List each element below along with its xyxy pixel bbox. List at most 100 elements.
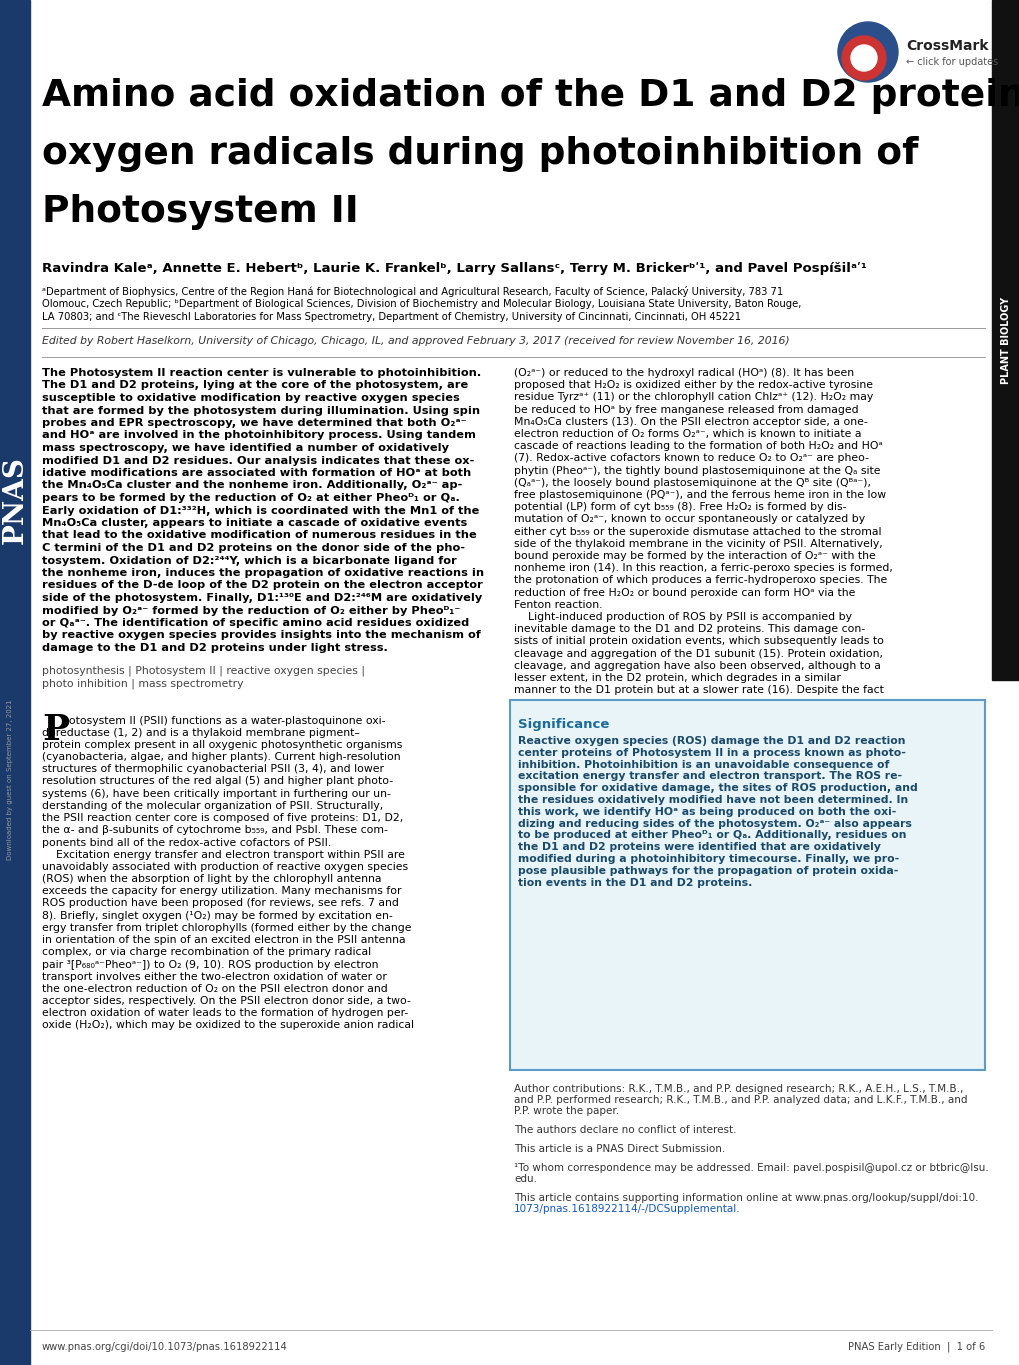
Text: potential (LP) form of cyt b₅₅₉ (8). Free H₂O₂ is formed by dis-: potential (LP) form of cyt b₅₅₉ (8). Fre… [514,502,846,512]
Text: cleavage, and aggregation have also been observed, although to a: cleavage, and aggregation have also been… [514,661,880,670]
Text: complex, or via charge recombination of the primary radical: complex, or via charge recombination of … [42,947,371,957]
Text: reduction of free H₂O₂ or bound peroxide can form HOᵃ via the: reduction of free H₂O₂ or bound peroxide… [514,587,855,598]
Text: Mn₄O₅Ca clusters (13). On the PSII electron acceptor side, a one-: Mn₄O₅Ca clusters (13). On the PSII elect… [514,416,867,427]
Text: Ravindra Kaleᵃ, Annette E. Hebertᵇ, Laurie K. Frankelᵇ, Larry Sallansᶜ, Terry M.: Ravindra Kaleᵃ, Annette E. Hebertᵇ, Laur… [42,262,866,274]
Text: resolution structures of the red algal (5) and higher plant photo-: resolution structures of the red algal (… [42,777,392,786]
Text: pose plausible pathways for the propagation of protein oxida-: pose plausible pathways for the propagat… [518,865,898,876]
Text: doreductase (1, 2) and is a thylakoid membrane pigment–: doreductase (1, 2) and is a thylakoid me… [42,728,360,737]
Text: ergy transfer from triplet chlorophylls (formed either by the change: ergy transfer from triplet chlorophylls … [42,923,411,932]
Text: electron reduction of O₂ forms O₂ᵃ⁻, which is known to initiate a: electron reduction of O₂ forms O₂ᵃ⁻, whi… [514,429,861,440]
Text: ¹To whom correspondence may be addressed. Email: pavel.pospisil@upol.cz or btbri: ¹To whom correspondence may be addressed… [514,1163,987,1173]
Text: and HOᵃ are involved in the photoinhibitory process. Using tandem: and HOᵃ are involved in the photoinhibit… [42,430,476,441]
Text: derstanding of the molecular organization of PSII. Structurally,: derstanding of the molecular organizatio… [42,801,383,811]
Text: lesser extent, in the D2 protein, which degrades in a similar: lesser extent, in the D2 protein, which … [514,673,840,682]
Text: (O₂ᵃ⁻) or reduced to the hydroxyl radical (HOᵃ) (8). It has been: (O₂ᵃ⁻) or reduced to the hydroxyl radica… [514,369,853,378]
Circle shape [838,22,897,82]
Text: Olomouc, Czech Republic; ᵇDepartment of Biological Sciences, Division of Biochem: Olomouc, Czech Republic; ᵇDepartment of … [42,299,801,308]
Bar [510,700,984,1070]
Text: this work, we identify HOᵃ as being produced on both the oxi-: this work, we identify HOᵃ as being prod… [518,807,896,816]
Circle shape [841,35,886,81]
Text: 8). Briefly, singlet oxygen (¹O₂) may be formed by excitation en-: 8). Briefly, singlet oxygen (¹O₂) may be… [42,910,392,921]
Text: photo inhibition | mass spectrometry: photo inhibition | mass spectrometry [42,678,244,689]
Text: bound peroxide may be formed by the interaction of O₂ᵃ⁻ with the: bound peroxide may be formed by the inte… [514,551,875,561]
Text: systems (6), have been critically important in furthering our un-: systems (6), have been critically import… [42,789,390,799]
Text: PNAS: PNAS [1,456,29,543]
Text: either cyt b₅₅₉ or the superoxide dismutase attached to the stromal: either cyt b₅₅₉ or the superoxide dismut… [514,527,880,536]
Text: This article contains supporting information online at www.pnas.org/lookup/suppl: This article contains supporting informa… [514,1193,977,1203]
Text: residue Tyrᴢᵃ⁺ (11) or the chlorophyll cation Chlᴢᵃ⁺ (12). H₂O₂ may: residue Tyrᴢᵃ⁺ (11) or the chlorophyll c… [514,392,872,403]
Text: modified D1 and D2 residues. Our analysis indicates that these ox-: modified D1 and D2 residues. Our analysi… [42,456,474,465]
Text: by reactive oxygen species provides insights into the mechanism of: by reactive oxygen species provides insi… [42,631,480,640]
Text: PNAS Early Edition  |  1 of 6: PNAS Early Edition | 1 of 6 [847,1342,984,1353]
Text: Excitation energy transfer and electron transport within PSII are: Excitation energy transfer and electron … [42,849,405,860]
Text: and P.P. performed research; R.K., T.M.B., and P.P. analyzed data; and L.K.F., T: and P.P. performed research; R.K., T.M.B… [514,1095,967,1106]
Text: transport involves either the two-electron oxidation of water or: transport involves either the two-electr… [42,972,386,981]
Text: Significance: Significance [518,718,608,732]
Text: phytin (Pheoᵃ⁻), the tightly bound plastosemiquinone at the Qₐ site: phytin (Pheoᵃ⁻), the tightly bound plast… [514,465,879,475]
Text: probes and EPR spectroscopy, we have determined that both O₂ᵃ⁻: probes and EPR spectroscopy, we have det… [42,418,466,429]
Text: PLANT BIOLOGY: PLANT BIOLOGY [1000,296,1010,384]
Text: Downloaded by guest on September 27, 2021: Downloaded by guest on September 27, 202… [7,700,13,860]
Text: the α- and β-subunits of cytochrome b₅₅₉, and PsbI. These com-: the α- and β-subunits of cytochrome b₅₅₉… [42,826,387,835]
Text: the residues oxidatively modified have not been determined. In: the residues oxidatively modified have n… [518,794,907,805]
Text: proposed that H₂O₂ is oxidized either by the redox-active tyrosine: proposed that H₂O₂ is oxidized either by… [514,381,872,390]
Text: inhibition. Photoinhibition is an unavoidable consequence of: inhibition. Photoinhibition is an unavoi… [518,759,889,770]
Text: ROS production have been proposed (for reviews, see refs. 7 and: ROS production have been proposed (for r… [42,898,398,909]
Text: The D1 and D2 proteins, lying at the core of the photosystem, are: The D1 and D2 proteins, lying at the cor… [42,381,468,390]
Text: This article is a PNAS Direct Submission.: This article is a PNAS Direct Submission… [514,1144,725,1153]
Text: the protonation of which produces a ferric-hydroperoxo species. The: the protonation of which produces a ferr… [514,576,887,586]
Text: Light-induced production of ROS by PSII is accompanied by: Light-induced production of ROS by PSII … [514,612,851,622]
Text: (ROS) when the absorption of light by the chlorophyll antenna: (ROS) when the absorption of light by th… [42,874,381,885]
Text: manner to the D1 protein but at a slower rate (16). Despite the fact: manner to the D1 protein but at a slower… [514,685,883,695]
Text: www.pnas.org/cgi/doi/10.1073/pnas.1618922114: www.pnas.org/cgi/doi/10.1073/pnas.161892… [42,1342,287,1351]
Text: CrossMark: CrossMark [905,40,987,53]
Text: protein complex present in all oxygenic photosynthetic organisms: protein complex present in all oxygenic … [42,740,401,749]
Text: electron oxidation of water leads to the formation of hydrogen per-: electron oxidation of water leads to the… [42,1009,408,1018]
Text: residues of the D-de loop of the D2 protein on the electron acceptor: residues of the D-de loop of the D2 prot… [42,580,482,591]
Text: dizing and reducing sides of the photosystem. O₂ᵃ⁻ also appears: dizing and reducing sides of the photosy… [518,819,911,829]
Text: damage to the D1 and D2 proteins under light stress.: damage to the D1 and D2 proteins under l… [42,643,387,652]
Text: Reactive oxygen species (ROS) damage the D1 and D2 reaction: Reactive oxygen species (ROS) damage the… [518,736,905,747]
Text: The Photosystem II reaction center is vulnerable to photoinhibition.: The Photosystem II reaction center is vu… [42,369,481,378]
Text: susceptible to oxidative modification by reactive oxygen species: susceptible to oxidative modification by… [42,393,460,403]
Text: Photosystem II: Photosystem II [42,194,359,229]
Text: The authors declare no conflict of interest.: The authors declare no conflict of inter… [514,1125,736,1136]
Text: structures of thermophilic cyanobacterial PSII (3, 4), and lower: structures of thermophilic cyanobacteria… [42,764,383,774]
Text: unavoidably associated with production of reactive oxygen species: unavoidably associated with production o… [42,861,408,872]
Text: oxygen radicals during photoinhibition of: oxygen radicals during photoinhibition o… [42,136,917,172]
Text: inevitable damage to the D1 and D2 proteins. This damage con-: inevitable damage to the D1 and D2 prote… [514,624,864,635]
Text: sponsible for oxidative damage, the sites of ROS production, and: sponsible for oxidative damage, the site… [518,784,917,793]
Text: modified by O₂ᵃ⁻ formed by the reduction of O₂ either by Pheoᴰ₁⁻: modified by O₂ᵃ⁻ formed by the reduction… [42,606,460,616]
Text: LA 70803; and ᶜThe Rieveschl Laboratories for Mass Spectrometry, Department of C: LA 70803; and ᶜThe Rieveschl Laboratorie… [42,313,741,322]
Text: hotosystem II (PSII) functions as a water-plastoquinone oxi-: hotosystem II (PSII) functions as a wate… [62,715,385,726]
Text: oxide (H₂O₂), which may be oxidized to the superoxide anion radical: oxide (H₂O₂), which may be oxidized to t… [42,1021,414,1031]
Text: 1073/pnas.1618922114/-/DCSupplemental.: 1073/pnas.1618922114/-/DCSupplemental. [514,1204,740,1213]
Text: Author contributions: R.K., T.M.B., and P.P. designed research; R.K., A.E.H., L.: Author contributions: R.K., T.M.B., and … [514,1084,962,1093]
Text: in orientation of the spin of an excited electron in the PSII antenna: in orientation of the spin of an excited… [42,935,406,945]
Text: or Qₐᵃ⁻. The identification of specific amino acid residues oxidized: or Qₐᵃ⁻. The identification of specific … [42,618,469,628]
Text: tosystem. Oxidation of D2:²⁴⁴Y, which is a bicarbonate ligand for: tosystem. Oxidation of D2:²⁴⁴Y, which is… [42,556,457,565]
Text: (cyanobacteria, algae, and higher plants). Current high-resolution: (cyanobacteria, algae, and higher plants… [42,752,400,762]
Circle shape [850,45,876,71]
Text: that are formed by the photosystem during illumination. Using spin: that are formed by the photosystem durin… [42,405,480,415]
Text: sists of initial protein oxidation events, which subsequently leads to: sists of initial protein oxidation event… [514,636,883,647]
Text: (Qₐᵃ⁻), the loosely bound plastosemiquinone at the Qᴮ site (Qᴮᵃ⁻),: (Qₐᵃ⁻), the loosely bound plastosemiquin… [514,478,870,487]
Text: idative modifications are associated with formation of HOᵃ at both: idative modifications are associated wit… [42,468,471,478]
Text: the nonheme iron, induces the propagation of oxidative reactions in: the nonheme iron, induces the propagatio… [42,568,484,577]
Text: mass spectroscopy, we have identified a number of oxidatively: mass spectroscopy, we have identified a … [42,444,448,453]
Text: acceptor sides, respectively. On the PSII electron donor side, a two-: acceptor sides, respectively. On the PSI… [42,996,411,1006]
Text: the Mn₄O₅Ca cluster and the nonheme iron. Additionally, O₂ᵃ⁻ ap-: the Mn₄O₅Ca cluster and the nonheme iron… [42,480,462,490]
Text: excitation energy transfer and electron transport. The ROS re-: excitation energy transfer and electron … [518,771,901,781]
Text: the one-electron reduction of O₂ on the PSII electron donor and: the one-electron reduction of O₂ on the … [42,984,387,994]
Text: (7). Redox-active cofactors known to reduce O₂ to O₂ᵃ⁻ are pheo-: (7). Redox-active cofactors known to red… [514,453,868,463]
Text: pears to be formed by the reduction of O₂ at either Pheoᴰ₁ or Qₐ.: pears to be formed by the reduction of O… [42,493,460,502]
Text: that lead to the oxidative modification of numerous residues in the: that lead to the oxidative modification … [42,531,476,541]
Text: modified during a photoinhibitory timecourse. Finally, we pro-: modified during a photoinhibitory timeco… [518,854,899,864]
Text: side of the photosystem. Finally, D1:¹³⁰E and D2:²⁴⁶M are oxidatively: side of the photosystem. Finally, D1:¹³⁰… [42,592,482,603]
Text: edu.: edu. [514,1174,536,1183]
Text: the D1 and D2 proteins were identified that are oxidatively: the D1 and D2 proteins were identified t… [518,842,880,852]
Text: side of the thylakoid membrane in the vicinity of PSII. Alternatively,: side of the thylakoid membrane in the vi… [514,539,881,549]
Text: C termini of the D1 and D2 proteins on the donor side of the pho-: C termini of the D1 and D2 proteins on t… [42,543,465,553]
Text: Amino acid oxidation of the D1 and D2 proteins by: Amino acid oxidation of the D1 and D2 pr… [42,78,1019,115]
Text: center proteins of Photosystem II in a process known as photo-: center proteins of Photosystem II in a p… [518,748,905,758]
